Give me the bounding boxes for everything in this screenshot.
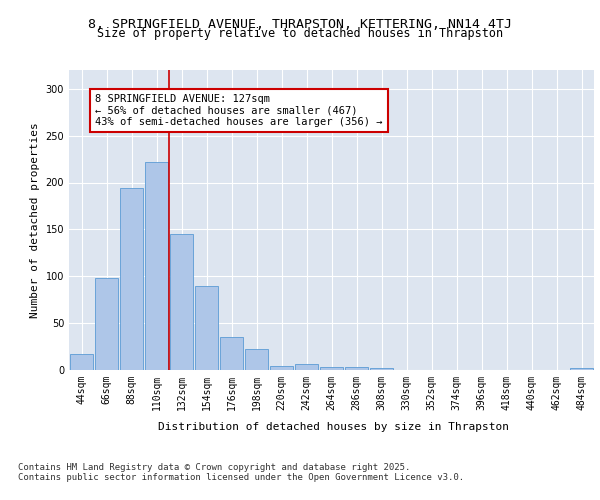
Bar [570,368,593,370]
Text: Size of property relative to detached houses in Thrapston: Size of property relative to detached ho… [97,28,503,40]
Bar [70,354,93,370]
Text: 8 SPRINGFIELD AVENUE: 127sqm
← 56% of detached houses are smaller (467)
43% of s: 8 SPRINGFIELD AVENUE: 127sqm ← 56% of de… [95,94,383,127]
Bar [120,188,143,370]
Text: 8, SPRINGFIELD AVENUE, THRAPSTON, KETTERING, NN14 4TJ: 8, SPRINGFIELD AVENUE, THRAPSTON, KETTER… [88,18,512,30]
Bar [320,367,343,370]
Text: Distribution of detached houses by size in Thrapston: Distribution of detached houses by size … [158,422,509,432]
Bar [270,366,293,370]
Bar [245,350,268,370]
Bar [370,368,393,370]
Bar [295,364,318,370]
Y-axis label: Number of detached properties: Number of detached properties [30,122,40,318]
Bar [220,337,243,370]
Bar [345,367,368,370]
Bar [195,286,218,370]
Bar [170,234,193,370]
Bar [95,278,118,370]
Text: Contains HM Land Registry data © Crown copyright and database right 2025.
Contai: Contains HM Land Registry data © Crown c… [18,463,464,482]
Bar [145,162,168,370]
